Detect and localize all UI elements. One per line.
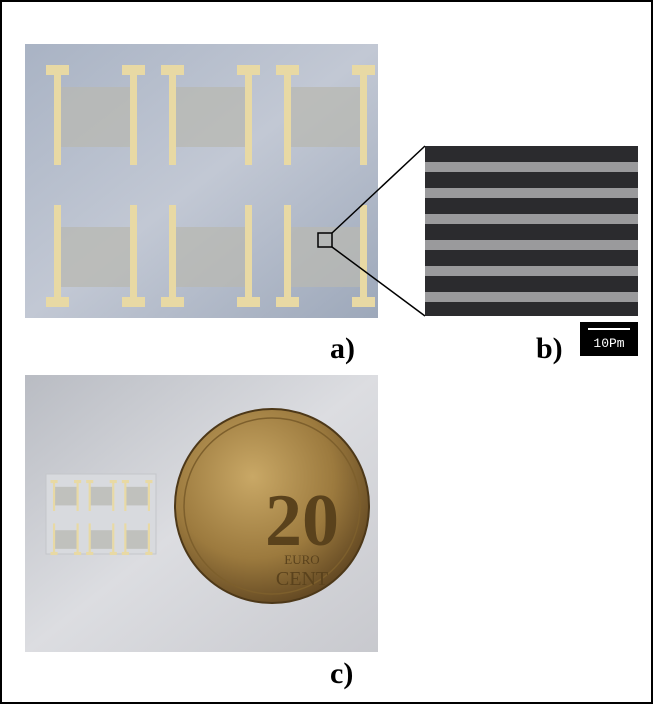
- electrode-bar: [130, 205, 137, 305]
- electrode-pad: [109, 480, 117, 484]
- electrode-pad: [86, 551, 94, 556]
- sensing-area: [126, 486, 148, 506]
- scale-bar-label: 10Pm: [593, 336, 624, 351]
- sensing-area: [126, 530, 148, 549]
- electrode-bar: [169, 65, 176, 165]
- panel-label: b): [536, 332, 563, 365]
- sensing-area: [54, 530, 77, 549]
- sensing-area: [90, 486, 113, 506]
- electrode-bar: [124, 523, 127, 555]
- electrode-bar: [130, 65, 137, 165]
- sensing-area: [90, 530, 113, 549]
- electrode-pad: [46, 297, 69, 307]
- electrode-pad: [46, 65, 69, 75]
- electrode-bar: [169, 205, 176, 305]
- electrode-bar: [112, 480, 115, 511]
- electrode-bar: [245, 65, 252, 165]
- electrode-bar: [360, 205, 367, 305]
- electrode-pad: [109, 551, 117, 556]
- electrode-pad: [352, 65, 375, 75]
- coin-text: EURO: [284, 552, 319, 567]
- electrode-bar: [54, 205, 61, 305]
- electrode-bar: [147, 523, 150, 555]
- sem-line: [425, 240, 638, 250]
- electrode-bar: [76, 523, 79, 555]
- electrode-pad: [276, 65, 299, 75]
- electrode-bar: [52, 523, 56, 555]
- electrode-pad: [50, 480, 58, 484]
- electrode-pad: [145, 480, 153, 484]
- electrode-pad: [161, 297, 184, 307]
- electrode-bar: [360, 65, 367, 165]
- electrode-bar: [284, 205, 291, 305]
- sensing-area: [175, 227, 245, 287]
- electrode-bar: [147, 480, 150, 511]
- sem-line: [425, 266, 638, 276]
- electrode-pad: [122, 65, 145, 75]
- zoom-box: [317, 232, 333, 248]
- sensing-area: [290, 87, 360, 147]
- electrode-pad: [237, 297, 260, 307]
- electrode-pad: [122, 297, 145, 307]
- electrode-pad: [86, 480, 94, 484]
- zoom-line: [331, 145, 426, 234]
- electrode-pad: [74, 480, 82, 484]
- electrode-pad: [74, 551, 82, 556]
- scale-bar-box: [580, 322, 638, 356]
- sem-line: [425, 162, 638, 172]
- photo-a: [25, 44, 378, 318]
- electrode-pad: [145, 551, 153, 556]
- zoom-line: [331, 246, 426, 317]
- electrode-bar: [76, 480, 79, 511]
- electrode-pad: [121, 551, 129, 556]
- electrode-bar: [124, 480, 127, 511]
- electrode-pad: [352, 297, 375, 307]
- electrode-bar: [88, 480, 91, 511]
- electrode-pad: [121, 480, 129, 484]
- panel-label: c): [330, 657, 353, 690]
- electrode-bar: [284, 65, 291, 165]
- panel-label: a): [330, 332, 355, 365]
- coin-value: 20: [265, 480, 339, 562]
- sem-image-b: [425, 146, 638, 316]
- sem-line: [425, 188, 638, 198]
- electrode-pad: [237, 65, 260, 75]
- sensing-area: [175, 87, 245, 147]
- sensing-area: [60, 227, 130, 287]
- electrode-bar: [88, 523, 91, 555]
- sensing-area: [54, 486, 77, 506]
- electrode-pad: [50, 551, 58, 556]
- sensing-area: [290, 227, 360, 287]
- electrode-bar: [112, 523, 115, 555]
- coin-text: CENT: [276, 568, 328, 590]
- sem-line: [425, 214, 638, 224]
- electrode-pad: [161, 65, 184, 75]
- sensing-area: [60, 87, 130, 147]
- electrode-bar: [245, 205, 252, 305]
- electrode-bar: [54, 65, 61, 165]
- sem-line: [425, 292, 638, 302]
- electrode-pad: [276, 297, 299, 307]
- electrode-bar: [52, 480, 56, 511]
- photo-c: [25, 375, 378, 652]
